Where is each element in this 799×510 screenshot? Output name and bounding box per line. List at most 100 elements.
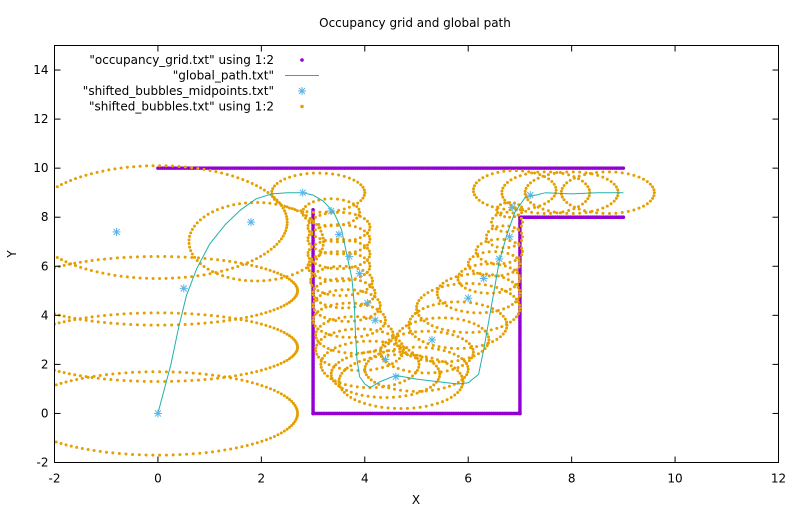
bubble-point	[318, 264, 322, 268]
bubble-point	[359, 199, 363, 203]
bubble-point	[202, 273, 206, 277]
bubble-point	[476, 352, 480, 356]
bubble-point	[429, 359, 433, 363]
star-stroke	[335, 231, 343, 238]
bubble-point	[273, 197, 277, 201]
bubble-point	[375, 328, 379, 332]
bubble-point	[74, 177, 78, 181]
bubble-point	[288, 206, 292, 210]
bubble-point	[496, 211, 500, 215]
bubble-point	[377, 382, 381, 386]
bubble-point	[472, 272, 476, 276]
bubble-point	[468, 288, 472, 292]
bubble-point	[342, 223, 346, 227]
bubble-point	[211, 270, 215, 274]
bubble-point	[306, 251, 310, 255]
bubble-point	[332, 331, 336, 335]
bubble-point	[512, 244, 516, 248]
bubble-point	[318, 313, 322, 317]
bubble-point	[332, 265, 336, 269]
bubble-point	[554, 185, 558, 189]
bubble-point	[285, 427, 289, 431]
bubble-point	[59, 441, 63, 445]
bubble-point	[279, 431, 283, 435]
bubble-point	[565, 200, 569, 204]
bubble-point	[349, 341, 353, 345]
bubble-point	[408, 317, 412, 321]
bubble-point	[315, 298, 319, 302]
bubble-point	[337, 173, 341, 177]
bubble-point	[415, 304, 419, 308]
bubble-point	[402, 368, 406, 372]
bubble-point	[379, 346, 383, 350]
bubble-point	[565, 170, 569, 174]
bubble-point	[217, 449, 221, 453]
bubble-point	[401, 349, 405, 353]
bubble-point	[149, 323, 153, 327]
bubble-point	[375, 307, 379, 311]
bubble-point	[466, 365, 470, 369]
bubble-point	[474, 251, 478, 255]
bubble-point	[232, 277, 236, 281]
bubble-point	[430, 388, 434, 392]
bubble-point	[408, 329, 412, 333]
bubble-point	[234, 377, 238, 381]
midpoint-marker	[345, 252, 354, 261]
bubble-point	[335, 237, 339, 241]
bubble-point	[311, 171, 315, 175]
bubble-point	[291, 421, 295, 425]
midpoint-marker	[464, 294, 473, 303]
bubble-point	[285, 223, 289, 227]
bubble-point	[491, 216, 495, 220]
bubble-point	[285, 217, 289, 221]
bubble-point	[321, 267, 325, 271]
bubble-point	[75, 378, 79, 382]
bubble-point	[410, 332, 414, 336]
bubble-point	[216, 320, 220, 324]
bubble-point	[301, 210, 305, 214]
bubble-point	[512, 226, 516, 230]
bubble-point	[421, 307, 425, 311]
bubble-point	[519, 216, 523, 220]
bubble-point	[468, 266, 472, 270]
bubble-point	[441, 360, 445, 364]
bubble-point	[109, 378, 113, 382]
bubble-point	[510, 280, 514, 284]
bubble-point	[446, 283, 450, 287]
x-tick-label: 4	[361, 472, 369, 486]
bubble-point	[620, 171, 624, 175]
bubble-point	[372, 349, 376, 353]
bubble-point	[250, 442, 254, 446]
bubble-point	[353, 240, 357, 244]
bubble-point	[64, 180, 68, 184]
bubble-point	[541, 174, 545, 178]
bubble-point	[342, 279, 346, 283]
bubble-point	[601, 175, 605, 179]
bubble-point	[315, 296, 319, 300]
bubble-point	[318, 253, 322, 257]
bubble-point	[307, 260, 311, 264]
bubble-point	[163, 311, 167, 315]
bubble-point	[626, 172, 630, 176]
bubble-point	[426, 329, 430, 333]
bubble-point	[385, 395, 389, 399]
bubble-point	[517, 259, 521, 263]
bubble-point	[632, 173, 636, 177]
bubble-point	[358, 254, 362, 258]
bubble-point	[369, 378, 373, 382]
bubble-point	[375, 367, 379, 371]
bubble-point	[362, 193, 366, 197]
bubble-point	[190, 166, 194, 170]
bubble-point	[245, 315, 249, 319]
bubble-point	[362, 385, 366, 389]
bubble-point	[276, 271, 280, 275]
bubble-point	[366, 350, 370, 354]
bubble-point	[465, 330, 469, 334]
bubble-point	[295, 409, 299, 413]
bubble-point	[342, 198, 346, 202]
bubble-point	[365, 243, 369, 247]
bubble-point	[264, 367, 268, 371]
bubble-point	[306, 266, 310, 270]
bubble-point	[484, 240, 488, 244]
bubble-point	[113, 273, 117, 277]
